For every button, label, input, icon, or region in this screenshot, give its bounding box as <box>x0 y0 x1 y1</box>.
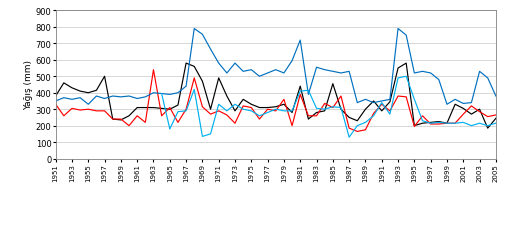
Sakız <box>231 62 237 65</box>
Serab <box>215 104 221 106</box>
Serab <box>191 89 197 91</box>
Line: Serab: Serab <box>161 77 495 138</box>
Serab <box>264 112 270 114</box>
Serab <box>484 125 490 128</box>
Tebriz <box>354 131 360 133</box>
Serab <box>167 128 173 131</box>
Tebriz <box>223 114 229 117</box>
Tebriz <box>53 104 59 106</box>
Serab <box>183 110 189 113</box>
Serab <box>451 122 457 125</box>
Serab <box>370 115 376 118</box>
Tebriz <box>492 114 498 117</box>
Serab <box>256 115 262 118</box>
Serab <box>207 133 213 136</box>
Serab <box>313 108 319 110</box>
Serab <box>460 121 466 124</box>
Serab <box>435 121 441 124</box>
Sakız <box>142 96 148 99</box>
Serab <box>443 122 449 125</box>
Serab <box>402 76 409 78</box>
Sakız <box>484 77 490 80</box>
Line: Sakız: Sakız <box>56 29 495 105</box>
Serab <box>240 108 246 111</box>
Y-axis label: Yağış (mm): Yağış (mm) <box>24 60 33 110</box>
Tebriz <box>134 115 140 118</box>
Serab <box>280 110 286 113</box>
Urmiye <box>476 108 482 111</box>
Tebriz <box>150 69 156 72</box>
Serab <box>305 89 311 92</box>
Urmiye <box>451 104 457 106</box>
Serab <box>175 111 181 114</box>
Serab <box>321 108 327 111</box>
Urmiye <box>102 76 108 78</box>
Serab <box>378 102 384 104</box>
Sakız <box>110 95 116 98</box>
Urmiye <box>183 62 189 65</box>
Urmiye <box>134 107 140 109</box>
Serab <box>337 107 343 109</box>
Serab <box>468 125 474 128</box>
Serab <box>199 135 205 138</box>
Urmiye <box>484 127 490 130</box>
Urmiye <box>158 108 164 110</box>
Sakız <box>191 28 197 31</box>
Urmiye <box>223 95 229 98</box>
Serab <box>272 108 278 111</box>
Serab <box>394 77 400 80</box>
Tebriz <box>167 107 173 109</box>
Serab <box>411 99 417 101</box>
Serab <box>419 120 425 123</box>
Serab <box>386 113 392 116</box>
Serab <box>158 93 164 96</box>
Serab <box>354 125 360 128</box>
Serab <box>223 110 229 113</box>
Line: Urmiye: Urmiye <box>56 64 495 128</box>
Sakız <box>492 95 498 98</box>
Serab <box>427 122 433 125</box>
Serab <box>492 122 498 125</box>
Tebriz <box>460 113 466 116</box>
Sakız <box>85 104 91 106</box>
Serab <box>362 121 368 124</box>
Tebriz <box>484 116 490 118</box>
Serab <box>296 90 302 93</box>
Urmiye <box>53 95 59 98</box>
Serab <box>231 104 237 106</box>
Tebriz <box>102 110 108 113</box>
Sakız <box>460 103 466 105</box>
Sakız <box>167 94 173 96</box>
Serab <box>288 110 294 113</box>
Serab <box>345 136 351 139</box>
Serab <box>248 110 254 113</box>
Serab <box>476 122 482 125</box>
Sakız <box>53 100 59 103</box>
Serab <box>329 106 335 109</box>
Line: Tebriz: Tebriz <box>56 70 495 132</box>
Urmiye <box>492 117 498 120</box>
